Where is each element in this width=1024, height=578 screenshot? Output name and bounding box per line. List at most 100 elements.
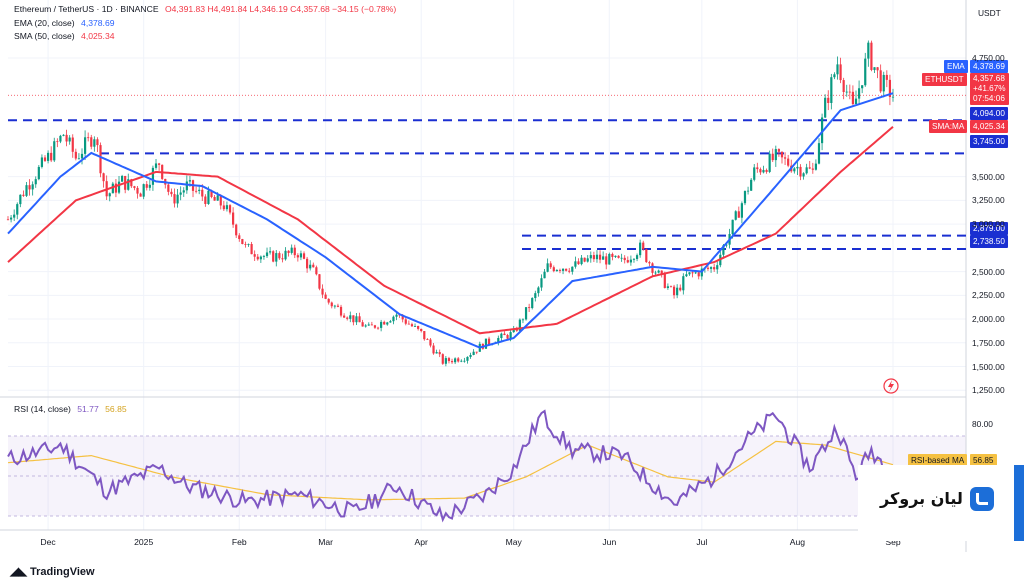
candle (373, 324, 377, 329)
grid-lines (8, 0, 966, 530)
candle (537, 286, 540, 297)
candle (96, 137, 99, 153)
candle (31, 181, 34, 196)
candle (568, 267, 571, 274)
candle (817, 138, 821, 165)
candle (157, 162, 161, 171)
candle (885, 70, 888, 88)
candle (750, 177, 753, 192)
candle (682, 273, 685, 295)
price-axis-label: 1,750.00 (972, 337, 1005, 348)
candle (555, 269, 558, 272)
ema-legend-label: EMA (20, close) (14, 18, 75, 28)
candle (154, 159, 158, 170)
candle (528, 303, 531, 313)
candle (410, 322, 414, 328)
candle (253, 250, 256, 261)
candle (407, 320, 410, 325)
candle (626, 256, 629, 264)
time-axis-label: May (505, 537, 522, 547)
sma-legend[interactable]: SMA (50, close) 4,025.34 (14, 31, 115, 41)
candle (213, 195, 216, 201)
candle (629, 255, 632, 266)
candle (595, 250, 599, 263)
candle (611, 252, 614, 261)
candle (19, 194, 22, 208)
candle (891, 88, 895, 102)
candle (275, 250, 278, 267)
price-axis-label: 2,250.00 (972, 290, 1005, 301)
candle (315, 265, 318, 276)
candle (676, 284, 679, 299)
candle (102, 172, 105, 188)
candle (56, 138, 59, 148)
time-axis-label: 2025 (134, 537, 154, 547)
rsi-legend[interactable]: RSI (14, close) 51.77 56.85 (14, 404, 127, 414)
candle (642, 240, 645, 251)
candle (423, 331, 426, 341)
candle (71, 134, 74, 158)
tradingview-logo-icon: ◢◣ (10, 566, 30, 578)
candle (469, 352, 472, 359)
candle (339, 304, 343, 318)
candle (808, 160, 811, 170)
candle (657, 269, 660, 274)
candle (768, 150, 771, 174)
candle (136, 186, 139, 199)
candle (540, 274, 543, 291)
candle (524, 307, 528, 321)
candle (244, 241, 247, 248)
candle (296, 253, 299, 262)
ema-tag-name: EMA (944, 60, 968, 73)
candle (839, 57, 842, 84)
candle (746, 186, 750, 195)
rsi-ma-line (7, 440, 894, 501)
symbol-title: Ethereum / TetherUS · 1D · BINANCE (14, 4, 159, 14)
lightning-icon[interactable] (883, 378, 899, 394)
candle (762, 165, 765, 174)
candle (142, 183, 145, 200)
candle (438, 349, 441, 358)
candle (777, 148, 781, 157)
candle (882, 71, 885, 98)
candle (854, 90, 858, 105)
candle (500, 332, 503, 342)
candle (247, 243, 250, 247)
candle (586, 255, 589, 263)
candle (265, 247, 269, 259)
candle (870, 40, 873, 72)
sma-legend-label: SMA (50, close) (14, 31, 75, 41)
level-tag-1: 4,094.00 (970, 107, 1008, 120)
candle (367, 322, 370, 326)
candle (463, 357, 466, 363)
rsi-line (7, 409, 894, 523)
candle (429, 338, 432, 348)
candle (65, 129, 68, 147)
candle (802, 172, 805, 180)
candle (645, 248, 648, 263)
rsi-ma-tag-name: RSI-based MA (908, 454, 968, 467)
candle (74, 148, 77, 161)
tradingview-logo: ◢◣ TradingView (10, 565, 95, 578)
candle (583, 257, 586, 263)
broker-watermark: لیان بروکر (858, 465, 1024, 541)
candle (861, 85, 864, 94)
ema-legend[interactable]: EMA (20, close) 4,378.69 (14, 18, 115, 28)
candle (679, 284, 682, 292)
candle (287, 250, 290, 257)
last-price-change: +41.67% (973, 84, 1006, 93)
candle (580, 255, 583, 266)
broker-name: لیان بروکر (880, 489, 963, 508)
candle (796, 160, 799, 175)
candle (466, 356, 469, 364)
candle (50, 146, 53, 163)
candle (352, 315, 355, 326)
candle (9, 215, 13, 223)
candle (22, 190, 25, 197)
candle (392, 315, 395, 325)
candle (46, 150, 50, 164)
currency-label[interactable]: USDT (978, 8, 1001, 18)
time-axis-label: Feb (231, 537, 247, 547)
candle (389, 319, 392, 323)
